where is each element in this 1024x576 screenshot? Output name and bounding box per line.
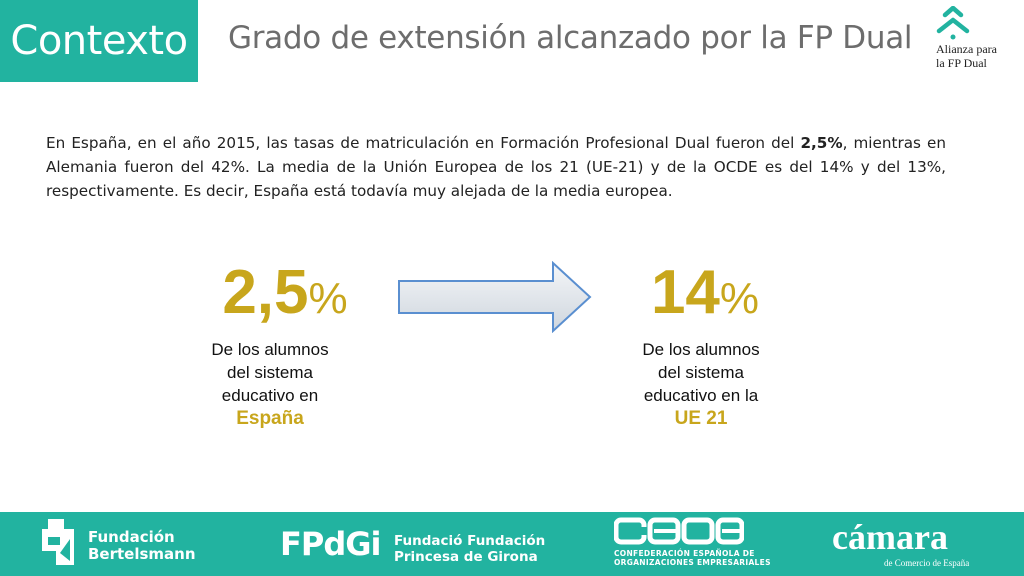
stat-spain-number: 2,5	[222, 258, 309, 327]
fpdgi-line1: Fundació Fundación	[394, 533, 546, 549]
stat-spain-desc-text: De los alumnos del sistema educativo en	[211, 340, 329, 405]
stat-eu-unit: %	[719, 274, 760, 323]
intro-part1: En España, en el año 2015, las tasas de …	[46, 134, 801, 152]
ceoe-line1: CONFEDERACIÓN ESPAÑOLA DE	[614, 549, 755, 558]
intro-part2: , mientras en Alemania fueron del 42%. L…	[46, 134, 946, 200]
stat-spain: 2,5%	[200, 262, 370, 330]
stat-eu-desc-text: De los alumnos del sistema educativo en …	[642, 340, 760, 405]
alliance-logo-line1: Alianza para	[936, 42, 997, 56]
ceoe-logo-text: CONFEDERACIÓN ESPAÑOLA DE ORGANIZACIONES…	[614, 549, 771, 567]
right-arrow-icon	[398, 261, 592, 333]
stat-eu-highlight: UE 21	[674, 408, 728, 429]
sponsor-footer: Fundación Bertelsmann FPdGi Fundació Fun…	[0, 512, 1024, 576]
camara-logo-mark: cámara	[832, 517, 948, 557]
stat-eu: 14%	[620, 262, 790, 330]
bertelsmann-line2: Bertelsmann	[88, 545, 196, 563]
stat-eu-description: De los alumnos del sistema educativo en …	[640, 338, 762, 430]
slide-title: Grado de extensión alcanzado por la FP D…	[228, 20, 913, 56]
bertelsmann-logo-text: Fundación Bertelsmann	[88, 529, 196, 563]
stat-spain-highlight: España	[236, 408, 304, 429]
section-label: Contexto	[10, 18, 188, 64]
alliance-logo: Alianza para la FP Dual	[930, 6, 1020, 76]
stat-eu-value: 14%	[620, 262, 790, 330]
alliance-logo-line2: la FP Dual	[936, 56, 987, 70]
fpdgi-line2: Princesa de Girona	[394, 549, 538, 565]
stat-spain-unit: %	[308, 274, 348, 323]
bertelsmann-line1: Fundación	[88, 528, 175, 546]
intro-paragraph: En España, en el año 2015, las tasas de …	[46, 131, 946, 203]
fpdgi-logo-text: Fundació Fundación Princesa de Girona	[394, 533, 545, 565]
ceoe-logo-mark	[614, 517, 744, 545]
stat-eu-number: 14	[650, 258, 720, 327]
fpdgi-logo-mark: FPdGi	[280, 525, 381, 563]
alliance-chevrons-icon	[936, 6, 970, 40]
section-tab: Contexto	[0, 0, 198, 82]
stat-spain-description: De los alumnos del sistema educativo en …	[208, 338, 332, 430]
intro-bold-rate: 2,5%	[800, 134, 843, 152]
stat-spain-value: 2,5%	[200, 262, 370, 330]
bertelsmann-icon	[42, 519, 74, 565]
alliance-logo-text: Alianza para la FP Dual	[936, 42, 997, 70]
ceoe-line2: ORGANIZACIONES EMPRESARIALES	[614, 558, 771, 567]
camara-logo-subtitle: de Comercio de España	[884, 558, 970, 568]
